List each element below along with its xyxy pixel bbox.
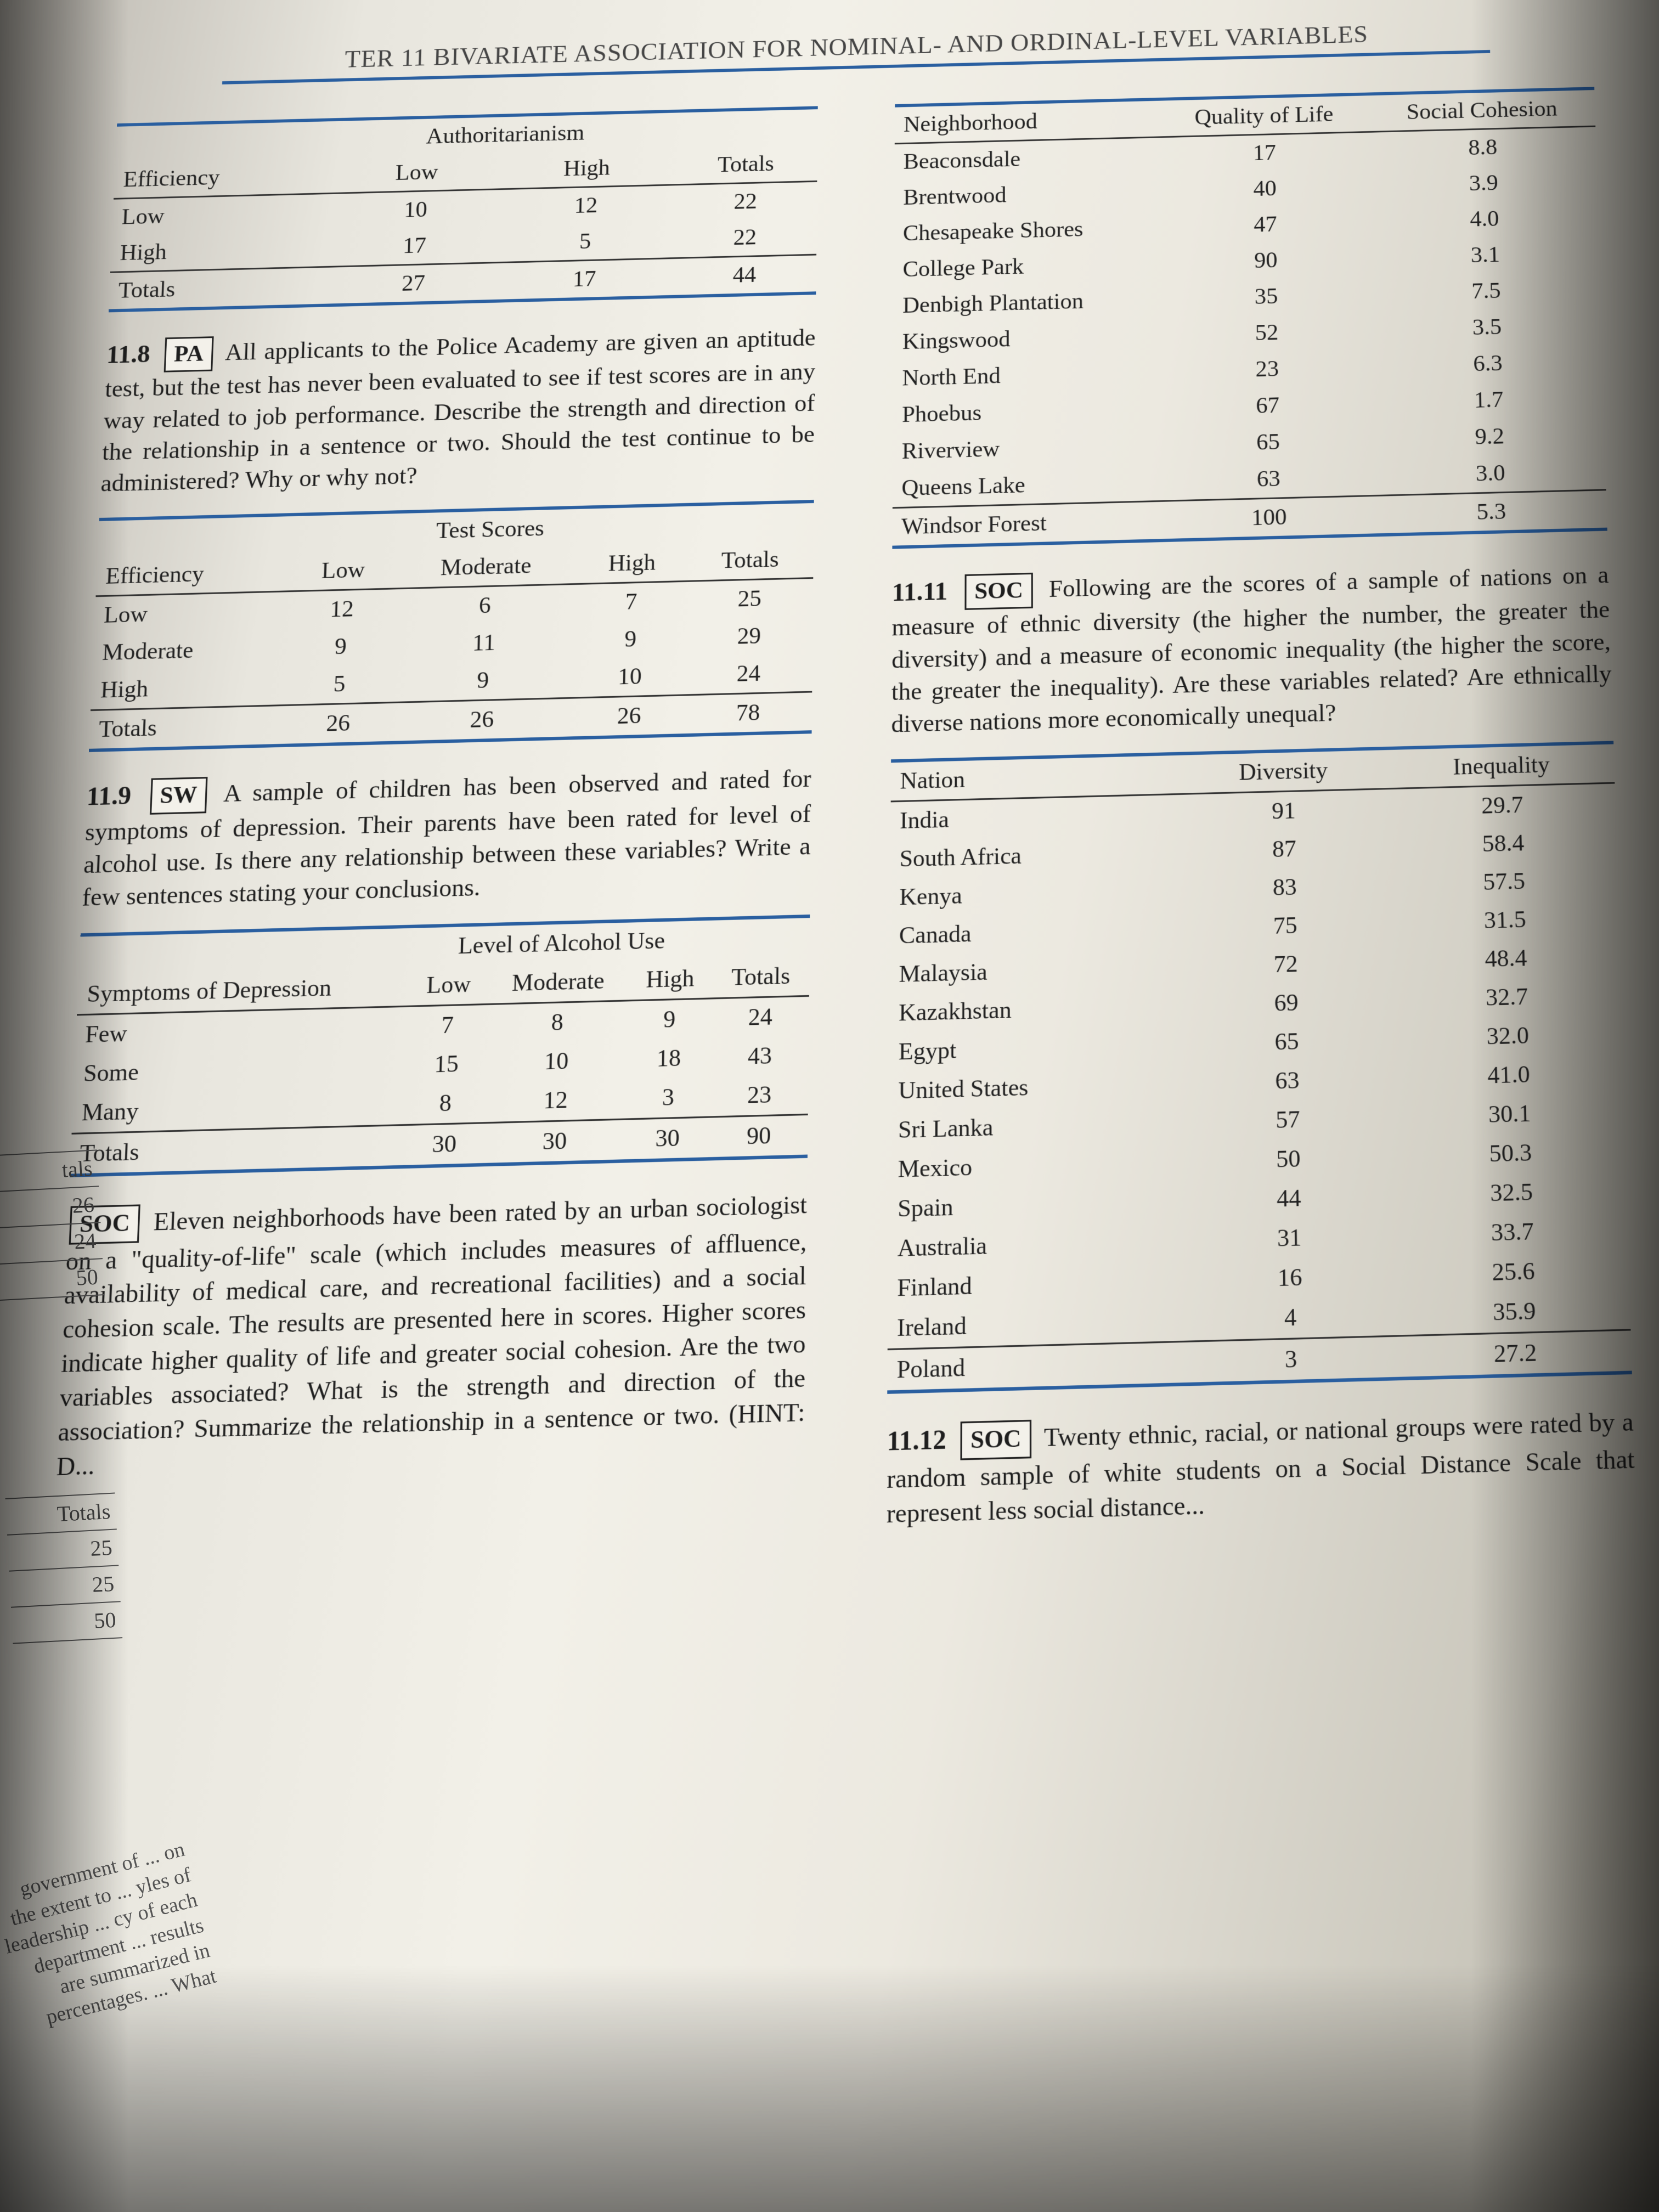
colhdr: Totals [686,540,814,581]
table-test-scores: Test Scores Efficiency Low Moderate High… [89,500,814,752]
colhdr: Totals [712,957,810,999]
table-diversity: Nation Diversity Inequality India9129.7S… [887,741,1632,1393]
problem-11-9: 11.9 SW A sample of children has been ob… [81,761,811,915]
problem-number: 11.12 [887,1424,946,1456]
colhdr: Diversity [1178,748,1389,794]
left-column: Authoritarianism Efficiency Low High Tot… [52,91,818,1575]
colhdr: Moderate [488,961,629,1005]
colhdr: High [577,543,687,584]
colhdr: Inequality [1388,742,1615,788]
colhdr: Social Cohesion [1368,88,1595,132]
colhdr: Totals [674,145,817,185]
colhdr: Low [291,550,395,591]
problem-tag: PA [164,336,214,373]
colhdr: High [499,148,675,189]
problem-11-10: SOC Eleven neighborhoods have been rated… [56,1187,808,1485]
colhdr: Moderate [394,546,577,589]
table-alcohol: Level of Alcohol Use Symptoms of Depress… [70,915,810,1177]
problem-number: 11.8 [106,340,150,369]
problem-tag: SW [149,777,207,815]
table-authoritarianism: Authoritarianism Efficiency Low High Tot… [109,106,818,312]
two-column-layout: Authoritarianism Efficiency Low High Tot… [52,71,1637,1575]
textbook-page: TER 11 BIVARIATE ASSOCIATION FOR NOMINAL… [0,0,1659,2212]
colhdr: High [628,959,712,1001]
problem-tag: SOC [961,1420,1031,1460]
table-neighborhood: Neighborhood Quality of Life Social Cohe… [892,87,1607,549]
problem-text: Eleven neighborhoods have been rated by … [56,1190,807,1481]
problem-number: 11.9 [86,781,132,810]
colhdr: Neighborhood [895,99,1159,144]
colhdr: Quality of Life [1159,94,1369,137]
problem-number: 11.11 [892,577,947,606]
colhdr: Low [409,965,489,1007]
problem-11-8: 11.8 PA All applicants to the Police Aca… [100,321,815,499]
problem-tag: SOC [965,573,1033,610]
bottom-fade [0,1938,1659,2212]
problem-11-12: 11.12 SOC Twenty ethnic, racial, or nati… [887,1404,1636,1532]
rowhdr-auth: Efficiency [114,157,335,199]
right-column: Neighborhood Quality of Life Social Cohe… [887,71,1637,1552]
rowhdr-test: Efficiency [96,553,292,596]
colhdr: Nation [891,754,1178,802]
chapter-header: TER 11 BIVARIATE ASSOCIATION FOR NOMINAL… [222,18,1491,84]
colhdr: Low [334,153,499,193]
problem-11-11: 11.11 SOC Following are the scores of a … [891,558,1613,740]
left-page-fragment: government of ... on the extent to ... y… [0,1837,219,2036]
